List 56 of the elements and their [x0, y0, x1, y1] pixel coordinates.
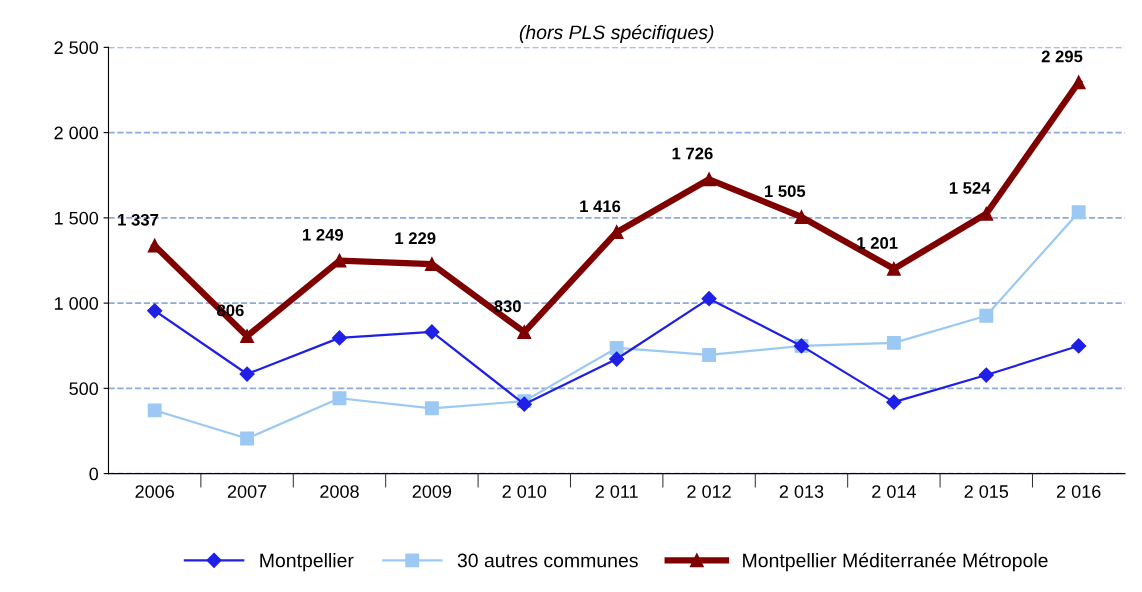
- x-tick-label: 2 011: [595, 485, 638, 498]
- point: [979, 308, 994, 323]
- point: [886, 335, 901, 350]
- legend-label: Montpellier: [260, 553, 354, 572]
- legend-label: Montpellier Méditerranée Métropole: [743, 552, 1048, 572]
- y-tick-label: 2 000: [54, 126, 99, 140]
- x-tick-label: 2 014: [872, 485, 916, 498]
- point: [1071, 75, 1086, 90]
- x-tick-label: 2 010: [502, 485, 547, 498]
- point: [517, 325, 532, 340]
- y-tick-label: 2 500: [54, 41, 99, 55]
- data-label: 1 229: [395, 232, 436, 245]
- point: [702, 172, 717, 187]
- point: [332, 391, 347, 406]
- y-tick-label: 0: [89, 467, 99, 481]
- point: [424, 401, 439, 416]
- point: [331, 330, 348, 346]
- chart-title: (hors PLS spécifiques): [519, 24, 714, 44]
- point: [1071, 205, 1086, 220]
- data-label: 1 337: [118, 213, 159, 226]
- point: [240, 329, 255, 344]
- x-tick-label: 2 012: [687, 485, 731, 498]
- data-label: 1 249: [303, 228, 344, 241]
- x-tick-label: 2006: [135, 485, 174, 498]
- data-label: 1 524: [949, 182, 991, 194]
- point: [1071, 338, 1087, 354]
- point: [886, 261, 901, 276]
- x-tick-label: 2 015: [964, 485, 1009, 498]
- y-tick-label: 1 000: [54, 297, 99, 310]
- point: [979, 206, 994, 221]
- point: [424, 324, 440, 340]
- x-tick-label: 2 016: [1056, 485, 1101, 498]
- point: [794, 210, 809, 224]
- data-label: 830: [494, 300, 521, 313]
- point: [239, 366, 255, 382]
- data-label: 1 201: [857, 237, 898, 249]
- data-label: 1 416: [580, 200, 621, 213]
- point: [609, 351, 625, 367]
- point: [147, 303, 163, 319]
- x-tick-label: 2009: [412, 485, 452, 498]
- data-label: 1 505: [765, 185, 806, 198]
- legend-label: 30 autres communes: [457, 553, 638, 568]
- point: [702, 347, 717, 362]
- x-tick-label: 2007: [227, 485, 267, 498]
- point: [978, 367, 994, 383]
- point: [147, 403, 162, 418]
- point: [701, 291, 717, 307]
- x-tick-label: 2 013: [779, 485, 824, 498]
- point: [886, 394, 902, 410]
- y-tick-label: 500: [69, 382, 99, 396]
- y-tick-label: 1 500: [54, 211, 99, 225]
- point: [609, 340, 624, 355]
- x-tick-label: 2008: [320, 485, 359, 498]
- data-label: 1 726: [672, 147, 713, 160]
- point: [240, 431, 255, 446]
- data-label: 2 295: [1041, 50, 1083, 63]
